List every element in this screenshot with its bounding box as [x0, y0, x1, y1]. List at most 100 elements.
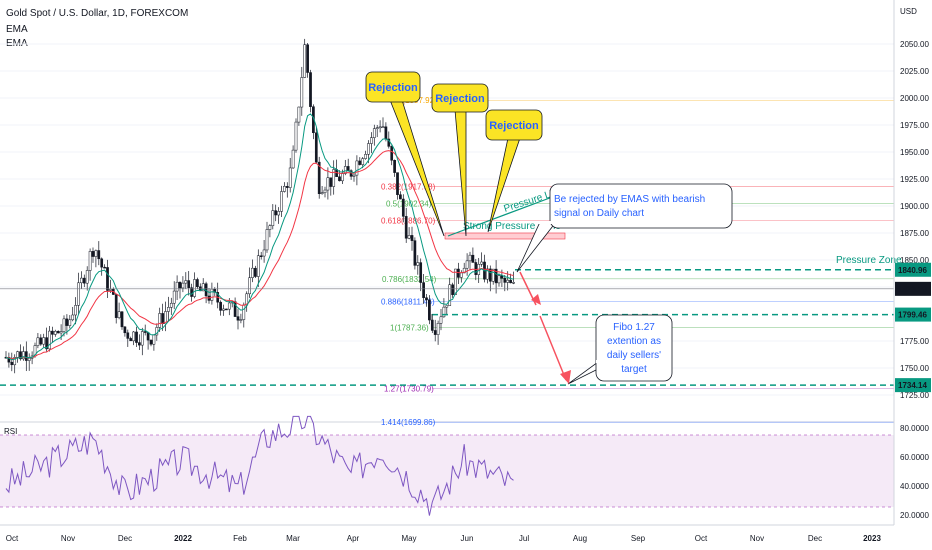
candle-body [448, 284, 452, 306]
candle-body [442, 306, 446, 318]
candle-body [190, 287, 193, 297]
fibo-box-line3: daily sellers' [607, 350, 661, 361]
candle-body [62, 318, 66, 332]
candle-body [210, 288, 214, 301]
candle-body [248, 277, 251, 295]
price-badges: 1840.96 1823.29 1799.46 1734.14 [895, 262, 931, 393]
month-label: Apr [347, 534, 360, 543]
candle-body [22, 351, 25, 360]
candle-body [114, 294, 118, 318]
fib-level-label: 1.27(1730.79) [384, 385, 434, 394]
candle-body [393, 160, 396, 173]
candle-body [146, 332, 150, 341]
candle-body [445, 305, 449, 308]
candle-body [341, 173, 344, 182]
candle-body [497, 275, 501, 284]
candle-body [454, 268, 457, 295]
candle-body [196, 279, 199, 288]
candle-body [320, 192, 324, 194]
candle-body [181, 282, 185, 289]
rsi-line [5, 415, 514, 516]
candle-body [94, 250, 98, 257]
price-badge-label: 1840.96 [898, 266, 927, 275]
projection-arrowhead-1 [531, 294, 541, 305]
candle-body [24, 351, 28, 361]
rsi-band [0, 435, 894, 507]
candle-body [100, 258, 104, 268]
candle-body [109, 288, 112, 291]
candle-body [120, 311, 124, 328]
candle-body [459, 272, 463, 278]
candle-body [219, 301, 222, 311]
rejection-3-callout [485, 109, 543, 141]
month-label: Jul [519, 534, 529, 543]
candle-body [16, 351, 19, 358]
candle-body [457, 268, 460, 278]
candle-body [106, 267, 109, 291]
price-tick-label: 2025.00 [900, 67, 929, 76]
candle-body [65, 318, 69, 326]
candle-body [53, 330, 57, 335]
candle-body [274, 210, 278, 216]
rsi-tick-label: 80.0000 [900, 424, 929, 433]
candle-body [309, 72, 312, 107]
candle-body [428, 299, 431, 321]
candle-body [355, 160, 359, 176]
candle-body [143, 331, 147, 333]
candle-body [283, 186, 286, 192]
month-label: Nov [750, 534, 764, 543]
candle-body [225, 308, 228, 311]
fibo-box-line4: target [621, 364, 647, 375]
candle-body [103, 266, 106, 269]
candle-body [416, 262, 420, 266]
candle-body [236, 316, 240, 321]
month-label: 2023 [863, 534, 881, 543]
price-badge [895, 307, 931, 322]
candle-body [68, 319, 72, 326]
candle-body [82, 277, 86, 284]
price-tick-label: 2050.00 [900, 40, 929, 49]
candle-body [132, 331, 135, 342]
rejection-1-callout [365, 71, 421, 103]
rsi-tick-label: 20.0000 [900, 511, 929, 520]
candle-body [413, 240, 417, 266]
candle-body [396, 172, 399, 195]
candle-body [85, 270, 89, 284]
ema-box-line1: Be rejected by EMAS with bearish [554, 194, 705, 205]
price-tick-label: 2000.00 [900, 94, 929, 103]
candle-body [227, 302, 231, 310]
candle-body [193, 279, 196, 297]
candle-body [10, 361, 14, 366]
price-tick-label: 1975.00 [900, 121, 929, 130]
month-label: 2022 [174, 534, 192, 543]
candle-body [126, 332, 130, 339]
candle-body [358, 160, 362, 165]
candle-body [503, 277, 507, 283]
level-lines [0, 269, 894, 386]
candle-body [488, 268, 492, 282]
candle-body [71, 314, 75, 321]
ema-indicator-1[interactable]: EMA [6, 24, 28, 35]
fib-level-label: 1.414(1699.86) [381, 418, 436, 427]
candle-body [117, 311, 121, 318]
candle-body [314, 132, 318, 163]
candle-body [297, 106, 301, 123]
candle-body [349, 170, 353, 177]
candle-body [77, 282, 80, 306]
candle-body [129, 338, 133, 342]
price-tick-label: 1750.00 [900, 364, 929, 373]
month-label: May [401, 534, 416, 543]
strong-pressure-zone-label: Strong Pressure Zone [463, 221, 561, 232]
candle-body [381, 126, 385, 129]
candle-body [123, 326, 127, 334]
candle-body [169, 302, 173, 308]
candle-body [407, 235, 411, 239]
candle-body [361, 158, 365, 165]
candle-body [329, 177, 333, 187]
ema-teal-line [5, 113, 514, 361]
candle-body [27, 357, 31, 361]
candle-body [140, 331, 144, 346]
month-label: Sep [631, 534, 646, 543]
price-tick-label: 1900.00 [900, 202, 929, 211]
